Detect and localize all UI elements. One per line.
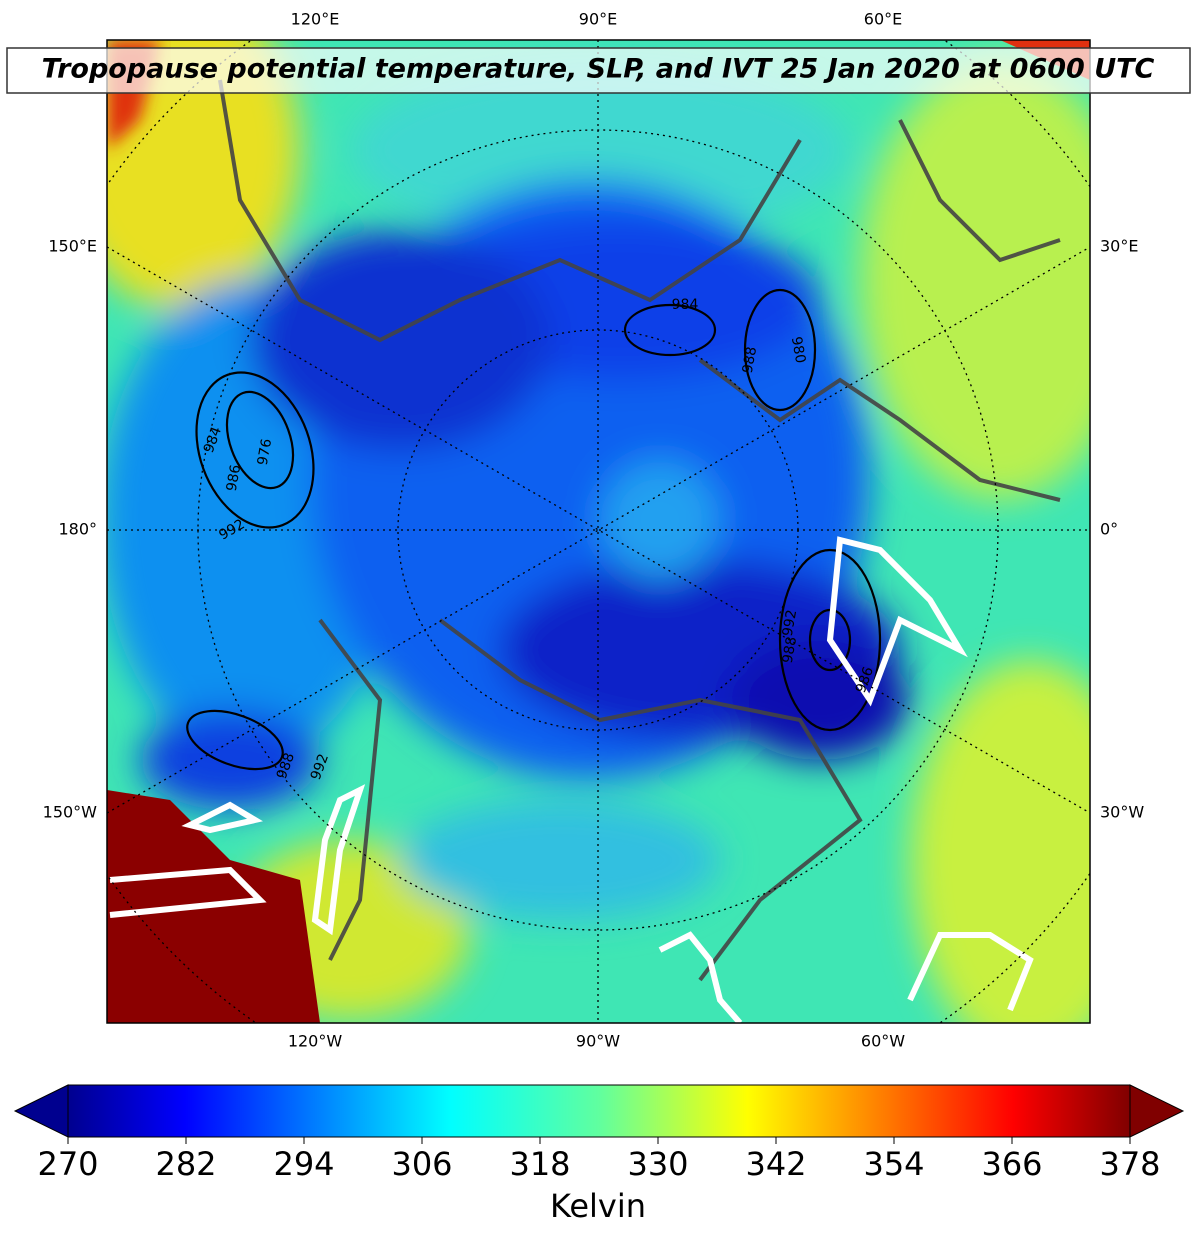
colorbar-tick-label: 318 (509, 1145, 570, 1183)
lat-label: 30°W (1100, 803, 1144, 822)
colorbar-tick-label: 282 (155, 1145, 216, 1183)
isobar-label: 988 (740, 345, 760, 374)
colorbar-tick-label: 270 (37, 1145, 98, 1183)
colorbar-label: Kelvin (550, 1187, 646, 1225)
colorbar-tick-label: 354 (863, 1145, 924, 1183)
colorbar-extend-high (1129, 1084, 1185, 1138)
lat-label: 180° (58, 520, 97, 539)
isobar-label: 986 (224, 463, 244, 492)
colorbar (67, 1084, 1131, 1138)
lon-label: 90°W (576, 1032, 620, 1051)
lon-label: 120°W (288, 1032, 343, 1051)
colorbar-tick-label: 378 (1099, 1145, 1160, 1183)
lon-label: 60°W (861, 1032, 905, 1051)
lat-label: 150°W (43, 803, 98, 822)
colorbar-tick-label: 330 (627, 1145, 688, 1183)
colorbar-tick-label: 366 (981, 1145, 1042, 1183)
lon-label: 60°E (864, 10, 902, 29)
colorbar-extend-low (13, 1084, 69, 1138)
lat-label: 150°E (48, 237, 97, 256)
isobar-label: 980 (788, 335, 808, 364)
lon-label: 90°E (579, 10, 617, 29)
isobar-label: 976 (255, 437, 275, 466)
lat-label: 0° (1100, 520, 1118, 539)
lon-label: 120°E (291, 10, 340, 29)
map-field (107, 40, 1090, 1023)
title-box (6, 47, 1191, 94)
map-frame (106, 39, 1091, 1024)
isobar-label: 988 (780, 635, 800, 664)
colorbar-tick-label: 294 (273, 1145, 334, 1183)
isobar-label: 992 (780, 608, 800, 637)
isobar-label: 984 (672, 297, 699, 313)
lat-label: 30°E (1100, 237, 1138, 256)
title: Tropopause potential temperature, SLP, a… (42, 54, 1155, 85)
colorbar-tick-label: 306 (391, 1145, 452, 1183)
colorbar-tick-label: 342 (745, 1145, 806, 1183)
